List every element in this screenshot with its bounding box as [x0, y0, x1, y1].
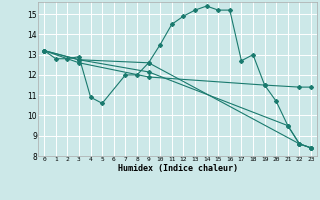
- X-axis label: Humidex (Indice chaleur): Humidex (Indice chaleur): [118, 164, 238, 173]
